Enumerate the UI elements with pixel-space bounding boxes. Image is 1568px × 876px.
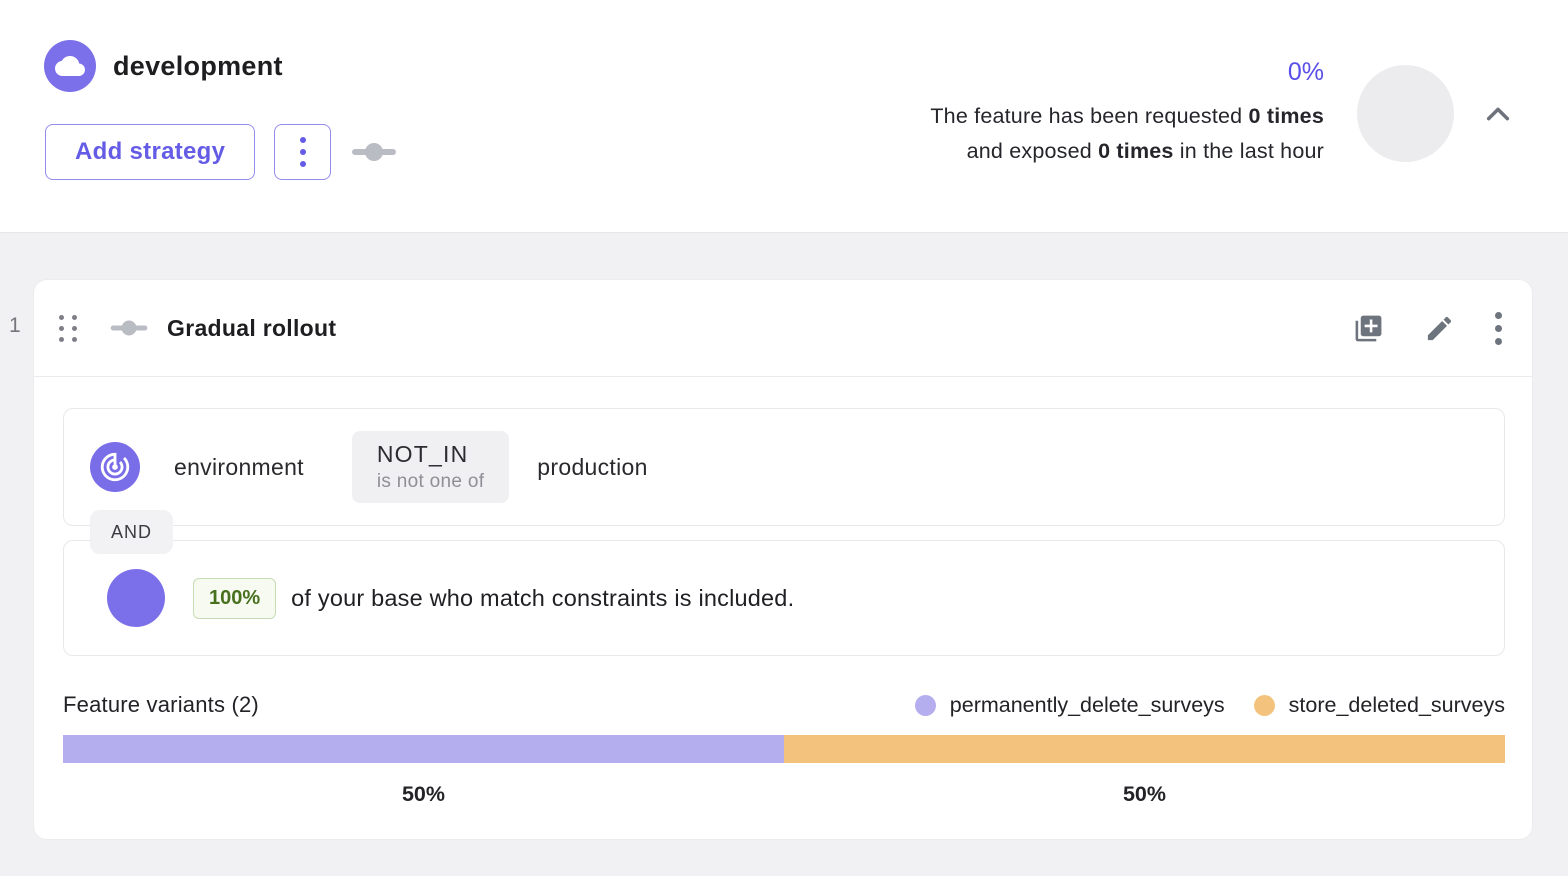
strategy-card-header: Gradual rollout — [34, 280, 1532, 377]
variants-title: Feature variants (2) — [63, 692, 259, 717]
metrics-text: 0% The feature has been requested 0 time… — [930, 58, 1324, 169]
variant-segment-orange — [784, 735, 1505, 763]
edit-strategy-button[interactable] — [1424, 313, 1455, 344]
strategy-card: Gradual rollout environment — [33, 279, 1533, 840]
variants-header: Feature variants (2) permanently_delete_… — [63, 692, 1505, 718]
rollout-description: of your base who match constraints is in… — [291, 584, 795, 611]
copy-add-icon — [1355, 315, 1382, 341]
rollout-row: 100% of your base who match constraints … — [63, 540, 1505, 656]
strategy-card-body: environment NOT_IN is not one of product… — [34, 377, 1532, 807]
strategy-actions — [1353, 311, 1502, 345]
constraint-row: environment NOT_IN is not one of product… — [63, 408, 1505, 526]
strategies-area: 1 Gradual rollout — [0, 233, 1568, 876]
strategy-index: 1 — [9, 314, 21, 337]
rollout-donut-icon — [107, 569, 165, 627]
legend-dot-purple-icon — [914, 694, 936, 716]
copy-strategy-button[interactable] — [1353, 313, 1384, 344]
operator-name: NOT_IN — [376, 441, 469, 467]
metrics-donut — [1357, 65, 1454, 162]
strategy-menu-button[interactable] — [1495, 311, 1502, 345]
gradual-rollout-icon — [109, 318, 149, 338]
kebab-icon — [1495, 311, 1502, 345]
metrics-summary: 0% The feature has been requested 0 time… — [930, 58, 1512, 169]
metrics-percentage: 0% — [1287, 58, 1324, 86]
constraint-target-icon — [90, 442, 140, 492]
variant-segment-purple — [63, 735, 784, 763]
cloud-icon — [44, 40, 96, 92]
and-conjunction-chip: AND — [90, 510, 174, 554]
collapse-environment-button[interactable] — [1484, 104, 1512, 124]
constraint-context-field: environment — [174, 453, 304, 480]
legend-item: permanently_delete_surveys — [914, 692, 1225, 718]
legend-dot-orange-icon — [1253, 694, 1275, 716]
variants-split-bar — [63, 735, 1505, 763]
environment-name: development — [113, 50, 283, 81]
legend-label: permanently_delete_surveys — [949, 692, 1225, 717]
rollout-strategy-icon — [350, 141, 398, 163]
variant-percentage-label: 50% — [1122, 782, 1167, 806]
operator-description: is not one of — [376, 471, 485, 492]
environment-title-row: development — [44, 40, 283, 92]
strategy-title: Gradual rollout — [167, 314, 337, 341]
variants-bar-labels: 50% 50% — [63, 782, 1505, 807]
pencil-icon — [1427, 316, 1452, 340]
constraint-value: production — [537, 453, 648, 480]
variant-percentage-label: 50% — [401, 782, 446, 806]
legend-label: store_deleted_surveys — [1288, 692, 1505, 717]
variants-legend: permanently_delete_surveys store_deleted… — [914, 692, 1505, 718]
rollout-percentage-badge: 100% — [193, 577, 277, 619]
metrics-line-2: and exposed 0 times in the last hour — [966, 139, 1324, 163]
legend-item: store_deleted_surveys — [1253, 692, 1505, 718]
metrics-line-1: The feature has been requested 0 times — [930, 104, 1324, 128]
constraint-operator-badge: NOT_IN is not one of — [351, 431, 510, 503]
kebab-icon — [299, 137, 306, 167]
environment-menu-button[interactable] — [274, 124, 332, 180]
drag-handle-icon[interactable] — [59, 314, 77, 342]
environment-header: development Add strategy 0% The feature … — [0, 0, 1568, 233]
environment-actions: Add strategy — [45, 124, 398, 180]
add-strategy-button[interactable]: Add strategy — [45, 124, 256, 180]
